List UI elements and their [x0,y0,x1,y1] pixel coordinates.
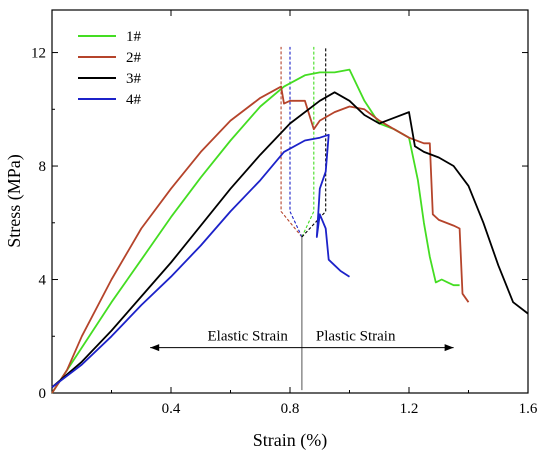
series-line-3 [51,91,529,388]
legend: 1# 2# 3# 4# [78,29,142,108]
series-lines [51,68,529,394]
plastic-strain-label: Plastic Strain [316,329,396,345]
arrow-head-right [444,344,454,352]
legend-label-1: 1# [126,29,142,45]
x-tick-label: 0.8 [281,401,300,417]
peak-guide-line [301,46,315,238]
elastic-strain-label: Elastic Strain [207,329,288,345]
legend-label-3: 3# [126,71,142,87]
tick-labels: 0.4 0.8 1.2 1.6 0 4 8 12 [31,46,538,417]
x-axis-title: Strain (%) [253,430,327,451]
y-tick-label: 0 [39,386,47,402]
peak-guide-line [301,46,327,238]
y-tick-label: 4 [39,273,47,289]
strain-annotations: Elastic Strain Plastic Strain [150,236,454,391]
x-tick-label: 1.6 [519,401,538,417]
legend-label-2: 2# [126,50,142,66]
peak-guide-line [289,46,303,238]
legend-label-4: 4# [126,92,142,108]
peak-guide-line [280,46,303,238]
series-line-2 [51,85,470,394]
series-line-4 [51,133,350,389]
arrow-head-left [150,344,160,352]
series-line-1 [51,68,460,394]
y-tick-label: 8 [39,159,47,175]
y-axis-title: Stress (MPa) [4,154,25,248]
y-tick-label: 12 [31,46,46,62]
x-tick-label: 1.2 [400,401,419,417]
x-tick-label: 0.4 [162,401,181,417]
